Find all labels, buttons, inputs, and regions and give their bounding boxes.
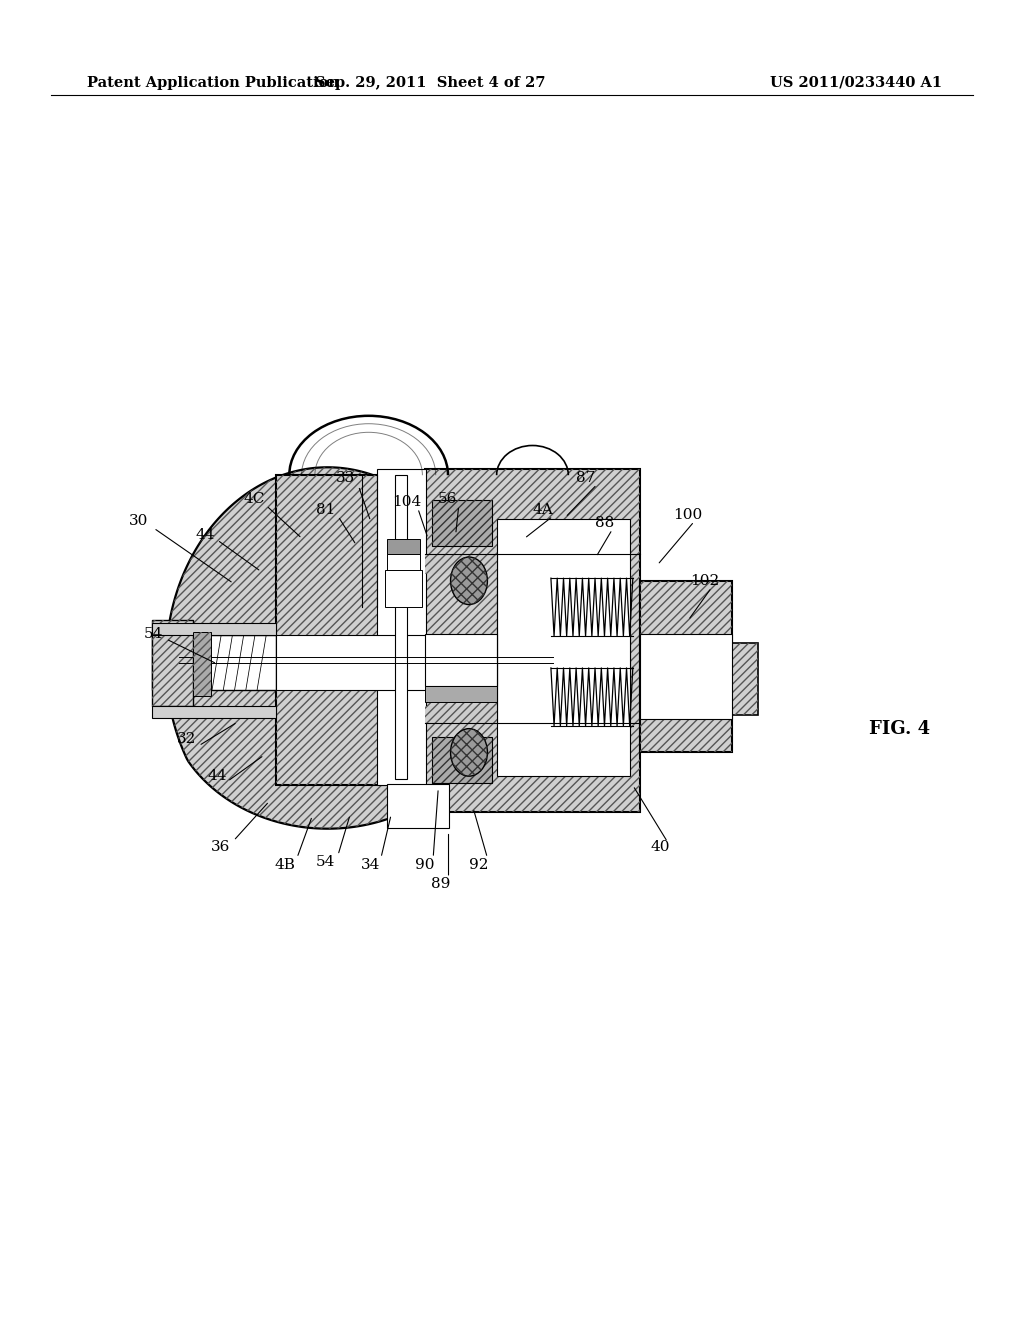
Bar [497, 519, 630, 776]
Bar [276, 635, 630, 690]
Circle shape [451, 729, 487, 776]
Text: 30: 30 [129, 515, 147, 528]
Text: 81: 81 [316, 503, 335, 516]
Bar [377, 469, 426, 785]
Bar [432, 500, 492, 546]
Text: US 2011/0233440 A1: US 2011/0233440 A1 [770, 75, 942, 90]
Bar [640, 634, 732, 719]
Bar [395, 475, 407, 779]
Text: FIG. 4: FIG. 4 [868, 719, 930, 738]
Bar [640, 581, 732, 752]
Bar [425, 634, 497, 686]
Bar [152, 623, 276, 635]
Text: 88: 88 [595, 516, 613, 529]
Text: 54: 54 [144, 627, 163, 640]
Text: 54: 54 [316, 855, 335, 869]
Bar [152, 706, 276, 718]
Bar [425, 469, 640, 812]
Text: 44: 44 [195, 528, 215, 541]
Bar [387, 539, 420, 554]
Bar [152, 620, 193, 706]
Text: 92: 92 [469, 858, 489, 871]
Text: 87: 87 [577, 471, 595, 484]
Bar [425, 686, 497, 702]
Bar [276, 475, 425, 785]
Bar [193, 632, 211, 696]
Text: 33: 33 [336, 471, 354, 484]
Text: Sep. 29, 2011  Sheet 4 of 27: Sep. 29, 2011 Sheet 4 of 27 [314, 75, 546, 90]
Text: Patent Application Publication: Patent Application Publication [87, 75, 339, 90]
Bar [152, 635, 276, 690]
Text: 34: 34 [361, 858, 380, 871]
Bar [732, 643, 758, 715]
Bar [387, 784, 449, 828]
Text: 102: 102 [690, 574, 719, 587]
Circle shape [451, 557, 487, 605]
Text: 100: 100 [674, 508, 702, 521]
Polygon shape [425, 554, 497, 574]
Text: 89: 89 [431, 878, 450, 891]
Text: 4B: 4B [274, 858, 295, 871]
Text: 44: 44 [207, 770, 227, 783]
Polygon shape [425, 706, 497, 723]
Bar [432, 737, 492, 783]
Text: 4C: 4C [244, 492, 264, 506]
Text: 32: 32 [177, 733, 196, 746]
Text: 40: 40 [650, 841, 671, 854]
Bar [387, 554, 420, 570]
Text: 4A: 4A [532, 503, 553, 516]
Text: 56: 56 [438, 492, 457, 506]
Polygon shape [166, 467, 489, 829]
Text: 36: 36 [211, 841, 229, 854]
Bar [385, 570, 422, 607]
Text: 90: 90 [415, 858, 435, 871]
Text: 104: 104 [392, 495, 421, 508]
